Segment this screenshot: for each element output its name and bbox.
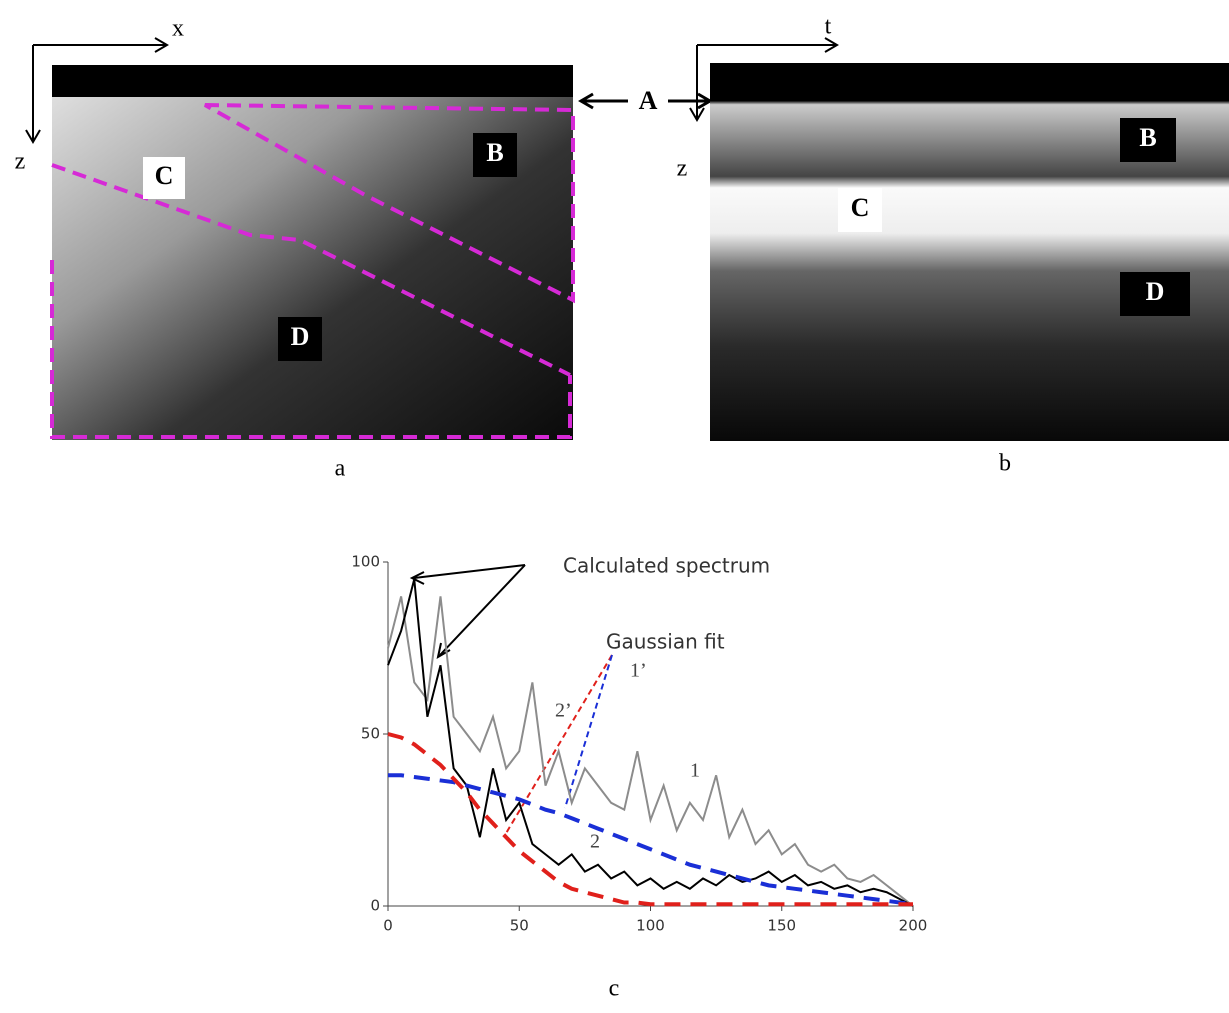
y-tick-label: 0 (370, 897, 380, 915)
y-tick-label: 100 (351, 553, 380, 571)
region-outlines (50, 103, 575, 439)
axis-label: x (172, 16, 184, 42)
region-tag (473, 133, 517, 177)
annotation-arrows (409, 564, 526, 660)
region-label: C (155, 161, 174, 190)
region-tag (1120, 272, 1190, 316)
series-label: 1 (690, 760, 700, 782)
region-tag (1120, 118, 1176, 162)
axis-label: z (15, 149, 26, 175)
series-line (387, 578, 914, 907)
panel-label: c (609, 976, 620, 1002)
region-tag (278, 317, 322, 361)
series-line (387, 732, 913, 907)
image-top-a (52, 65, 573, 97)
region-tag (838, 188, 882, 232)
x-tick-label: 100 (636, 917, 665, 935)
series-label: 2 (590, 831, 600, 853)
axis-label: t (825, 14, 832, 40)
region-label: B (486, 138, 503, 167)
region-tag (143, 157, 185, 199)
annotation: Calculated spectrum (563, 554, 770, 578)
axis-label: z (677, 156, 688, 182)
x-tick-label: 0 (383, 917, 393, 935)
x-tick-label: 200 (899, 917, 928, 935)
x-tick-label: 50 (510, 917, 529, 935)
fit-pointers (504, 654, 613, 836)
y-tick-label: 50 (361, 725, 380, 743)
region-label: D (1146, 277, 1165, 306)
x-tick-label: 150 (767, 917, 796, 935)
region-label: B (1139, 123, 1156, 152)
annotation: Gaussian fit (606, 630, 725, 654)
series-line (388, 773, 914, 907)
series-label: 1’ (630, 660, 647, 682)
surface-label: A (639, 86, 658, 115)
region-label: D (291, 322, 310, 351)
region-label: C (851, 193, 870, 222)
series-line (387, 596, 914, 907)
panel-label: b (999, 451, 1011, 477)
oct-image-a (52, 65, 573, 440)
panel-label: a (335, 456, 346, 482)
series-label: 2’ (555, 700, 572, 722)
